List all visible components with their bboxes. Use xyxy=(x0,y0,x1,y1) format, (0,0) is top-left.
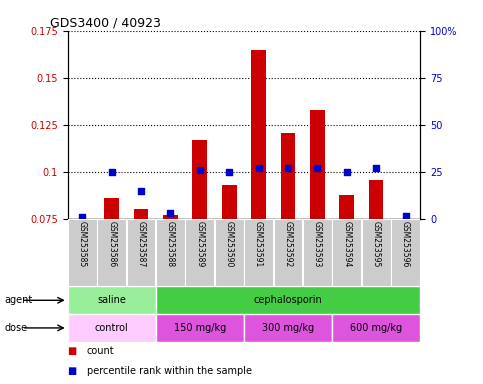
Bar xyxy=(68,314,156,342)
Bar xyxy=(281,132,295,219)
Point xyxy=(196,167,204,173)
Bar xyxy=(244,314,332,342)
Bar xyxy=(156,286,420,314)
Bar xyxy=(68,286,156,314)
Bar xyxy=(222,185,237,219)
Bar xyxy=(273,219,302,286)
Text: ■: ■ xyxy=(68,366,77,376)
Point xyxy=(255,165,262,171)
Bar xyxy=(104,198,119,219)
Text: agent: agent xyxy=(5,295,33,305)
Point xyxy=(108,169,115,175)
Bar xyxy=(369,180,384,219)
Bar xyxy=(244,219,273,286)
Bar xyxy=(127,219,156,286)
Point xyxy=(372,165,380,171)
Text: GSM253594: GSM253594 xyxy=(342,221,351,268)
Point xyxy=(313,165,321,171)
Text: GSM253595: GSM253595 xyxy=(371,221,381,268)
Text: count: count xyxy=(87,346,114,356)
Point xyxy=(343,169,351,175)
Text: percentile rank within the sample: percentile rank within the sample xyxy=(87,366,252,376)
Text: control: control xyxy=(95,323,128,333)
Text: GSM253587: GSM253587 xyxy=(137,221,145,268)
Bar xyxy=(332,219,361,286)
Text: GSM253586: GSM253586 xyxy=(107,221,116,268)
Bar xyxy=(156,219,185,286)
Text: GSM253596: GSM253596 xyxy=(401,221,410,268)
Bar xyxy=(310,110,325,219)
Point xyxy=(167,210,174,216)
Text: GSM253591: GSM253591 xyxy=(254,221,263,268)
Point xyxy=(78,214,86,220)
Text: GSM253585: GSM253585 xyxy=(78,221,87,268)
Bar xyxy=(97,219,126,286)
Text: dose: dose xyxy=(5,323,28,333)
Point xyxy=(402,214,410,220)
Bar xyxy=(340,195,354,219)
Text: cephalosporin: cephalosporin xyxy=(254,295,322,305)
Bar xyxy=(134,209,148,219)
Bar xyxy=(362,219,391,286)
Point xyxy=(226,169,233,175)
Bar xyxy=(185,219,214,286)
Bar xyxy=(215,219,243,286)
Text: GSM253590: GSM253590 xyxy=(225,221,234,268)
Bar xyxy=(156,314,244,342)
Point xyxy=(137,188,145,194)
Bar xyxy=(332,314,420,342)
Text: ■: ■ xyxy=(68,346,77,356)
Bar xyxy=(303,219,332,286)
Bar xyxy=(391,219,420,286)
Bar xyxy=(251,50,266,219)
Text: GSM253593: GSM253593 xyxy=(313,221,322,268)
Text: GSM253589: GSM253589 xyxy=(195,221,204,268)
Bar xyxy=(163,215,178,219)
Text: 150 mg/kg: 150 mg/kg xyxy=(174,323,226,333)
Text: 300 mg/kg: 300 mg/kg xyxy=(262,323,314,333)
Text: 600 mg/kg: 600 mg/kg xyxy=(350,323,402,333)
Text: saline: saline xyxy=(97,295,126,305)
Text: GDS3400 / 40923: GDS3400 / 40923 xyxy=(50,17,161,30)
Point xyxy=(284,165,292,171)
Bar xyxy=(398,219,413,221)
Text: GSM253588: GSM253588 xyxy=(166,221,175,267)
Text: GSM253592: GSM253592 xyxy=(284,221,293,268)
Bar xyxy=(193,140,207,219)
Bar xyxy=(68,219,97,286)
